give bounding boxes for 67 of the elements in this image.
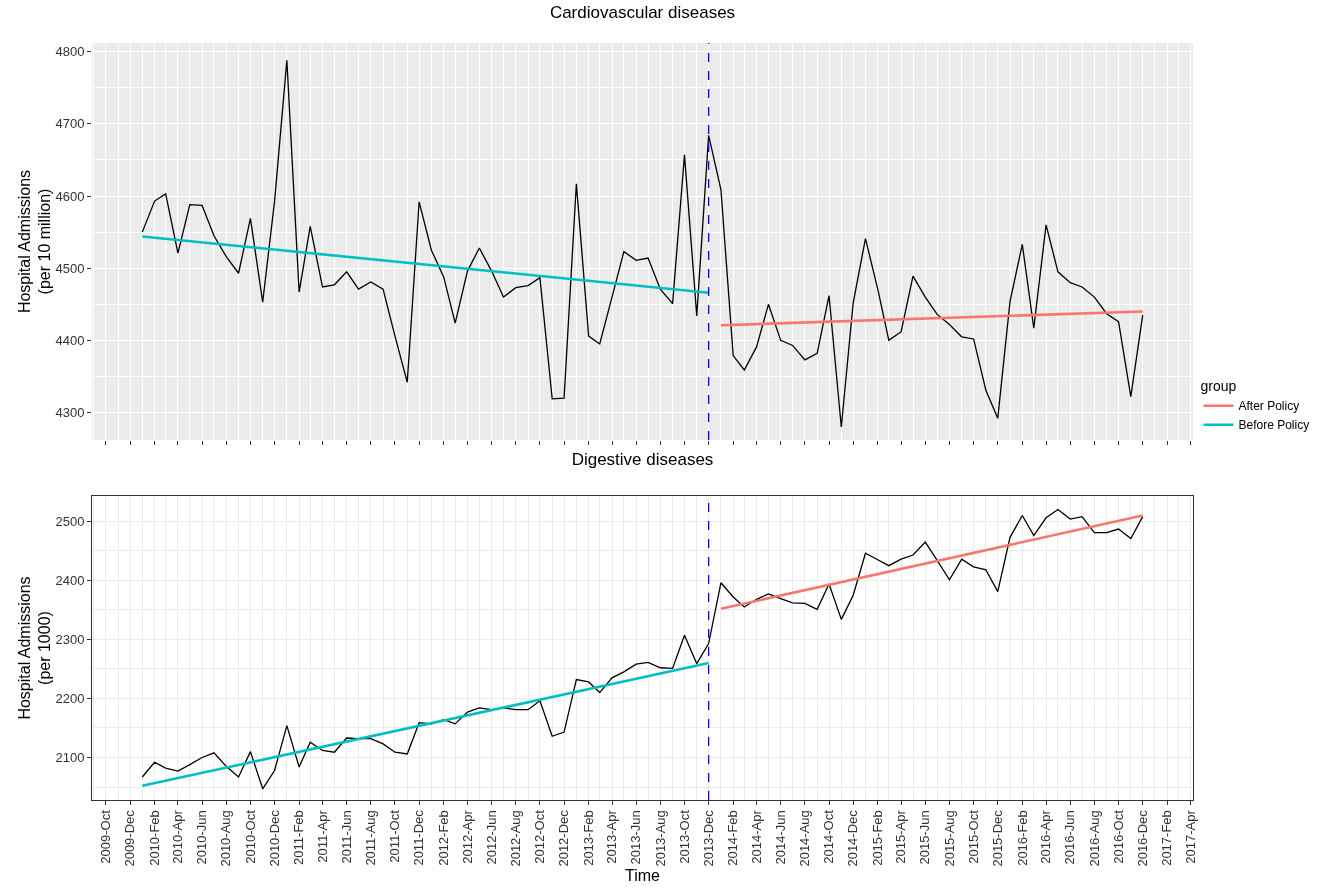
legend-label: After Policy [1238, 399, 1300, 414]
x-tick-label: 2014-Oct [821, 809, 837, 864]
line-series [141, 508, 1144, 790]
x-tick-label: 2009-Oct [98, 809, 114, 864]
x-tick-label: 2016-Oct [1110, 809, 1126, 864]
x-tick-label: 2011-Feb [291, 810, 307, 865]
x-tick-label: 2011-Apr [314, 809, 330, 863]
y-tick-label: 4800 [55, 44, 85, 60]
x-tick-label: 2014-Jun [772, 810, 788, 865]
x-tick-label: 2015-Aug [941, 810, 957, 867]
x-tick-label: 2016-Apr [1038, 809, 1054, 864]
y-tick-label: 2200 [55, 691, 85, 707]
y-tick-label: 2400 [55, 572, 85, 588]
y-tick-label: 4500 [55, 260, 85, 276]
x-tick-label: 2016-Jun [1062, 810, 1078, 865]
x-tick-label: 2014-Aug [797, 810, 813, 867]
x-tick-label: 2015-Apr [893, 809, 909, 864]
y-tick-label: 4600 [55, 188, 85, 204]
x-tick-label: 2013-Apr [604, 809, 620, 864]
x-tick-label: 2016-Aug [1086, 810, 1102, 867]
x-tick-label: 2010-Apr [170, 809, 186, 864]
x-tick-label: 2011-Dec [411, 809, 427, 866]
x-tick-label: 2010-Dec [266, 809, 282, 867]
x-tick-label: 2013-Dec [700, 809, 716, 867]
x-tick-label: 2013-Feb [580, 810, 596, 866]
x-axis-title: Time [625, 866, 661, 884]
x-tick-label: 2017-Apr [1182, 809, 1198, 864]
y-tick-label: 4700 [55, 116, 85, 132]
x-tick-label: 2013-Oct [676, 809, 692, 864]
legend-label: Before Policy [1238, 418, 1310, 433]
y-tick-label: 4300 [55, 405, 85, 421]
x-tick-label: 2012-Aug [507, 810, 523, 867]
x-tick-label: 2013-Aug [652, 810, 668, 867]
y-tick-label: 2500 [55, 513, 85, 529]
x-tick-label: 2016-Dec [1134, 809, 1150, 867]
x-tick-label: 2014-Dec [845, 809, 861, 867]
x-tick-label: 2015-Feb [869, 810, 885, 866]
x-tick-label: 2012-Apr [459, 809, 475, 864]
x-tick-label: 2011-Aug [363, 810, 379, 866]
chart-title: Cardiovascular diseases [549, 2, 736, 22]
x-tick-label: 2011-Jun [338, 810, 354, 864]
x-tick-label: 2009-Dec [122, 809, 138, 867]
x-tick-label: 2017-Feb [1159, 810, 1175, 866]
x-tick-label: 2010-Aug [218, 810, 234, 867]
x-tick-label: 2012-Dec [556, 809, 572, 867]
x-tick-label: 2010-Oct [242, 809, 258, 864]
x-tick-label: 2015-Dec [989, 809, 1005, 867]
y-tick-label: 2100 [55, 750, 85, 766]
x-tick-label: 2010-Jun [194, 810, 210, 865]
x-tick-label: 2012-Feb [435, 810, 451, 866]
x-tick-label: 2014-Feb [725, 810, 741, 866]
y-tick-label: 2300 [55, 631, 85, 647]
y-axis-title: Hospital Admissions (per 1000) [15, 576, 54, 720]
x-tick-label: 2012-Jun [483, 810, 499, 865]
x-tick-label: 2013-Jun [628, 810, 644, 865]
x-tick-label: 2011-Oct [387, 809, 403, 863]
x-tick-label: 2012-Oct [532, 809, 548, 864]
y-axis-title: Hospital Admissions (per 10 million) [15, 169, 54, 314]
line-series [141, 59, 1144, 428]
chart-title: Digestive diseases [571, 449, 714, 469]
x-tick-label: 2015-Oct [965, 809, 981, 864]
x-tick-label: 2015-Jun [917, 810, 933, 865]
x-tick-label: 2016-Feb [1014, 810, 1030, 866]
y-tick-label: 4400 [55, 332, 85, 348]
x-tick-label: 2010-Feb [146, 810, 162, 866]
legend-title: group [1200, 378, 1237, 395]
x-tick-label: 2014-Apr [748, 809, 764, 864]
